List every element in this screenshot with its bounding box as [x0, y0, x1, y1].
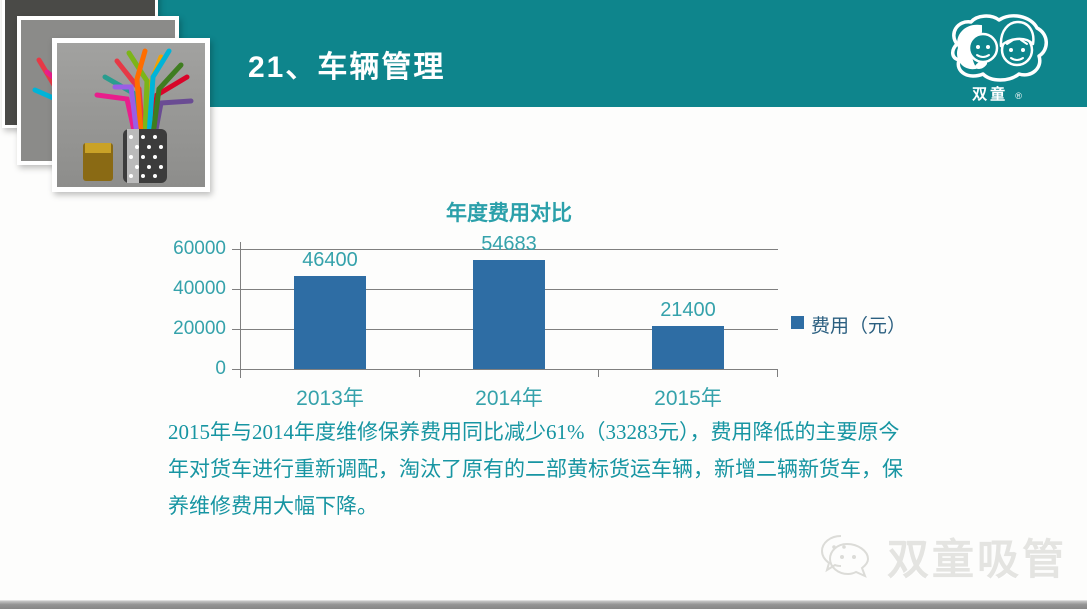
brand-name-text: 双童: [972, 86, 1009, 103]
shuangtong-logo: 双童 ®: [941, 12, 1053, 104]
bar: [294, 276, 366, 369]
paragraph-line: 2015年与2014年度维修保养费用同比减少61%（33283元），费用降低的主…: [168, 420, 900, 444]
paragraph-line: 养维修费用大幅下降。: [168, 494, 378, 518]
slide-title: 21、车辆管理: [248, 51, 446, 84]
y-tick: [232, 329, 240, 330]
x-category-label: 2014年: [475, 387, 543, 410]
summary-paragraph: 2015年与2014年度维修保养费用同比减少61%（33283元），费用降低的主…: [168, 414, 928, 525]
bottom-gray-bar: [0, 600, 1087, 609]
bar: [473, 259, 545, 369]
bar-value-label: 21400: [660, 299, 716, 322]
y-axis-label: 60000: [173, 238, 226, 259]
y-tick: [232, 369, 240, 370]
x-tick: [419, 369, 420, 377]
bar-value-label: 46400: [302, 249, 358, 272]
straws-in-cup-photo-icon: [57, 43, 205, 187]
x-tick: [598, 369, 599, 377]
wechat-bubbles-icon: [820, 535, 869, 578]
photo-stack-front: [52, 38, 210, 192]
x-category-label: 2015年: [654, 387, 722, 410]
gridline: [240, 369, 778, 370]
bar-value-label: 54683: [481, 232, 537, 255]
y-tick: [232, 289, 240, 290]
registered-mark: ®: [1015, 91, 1022, 101]
legend-label: 费用（元）: [811, 316, 907, 337]
y-axis-label: 40000: [173, 278, 226, 299]
paragraph-line: 年对货车进行重新调配，淘汰了原有的二部黄标货运车辆，新增二辆新货车，保: [168, 457, 903, 481]
x-category-label: 2013年: [296, 387, 364, 410]
chart-title: 年度费用对比: [446, 202, 572, 225]
header-band: [155, 0, 1087, 107]
brand-name: 双童 ®: [941, 83, 1053, 104]
y-axis-label: 0: [215, 358, 226, 379]
gridline: [240, 249, 778, 250]
y-axis-label: 20000: [173, 318, 226, 339]
bar: [652, 326, 724, 369]
y-axis-line: [240, 242, 241, 378]
two-children-faces-icon: [951, 14, 1048, 82]
x-tick: [777, 369, 778, 377]
y-tick: [232, 249, 240, 250]
legend-swatch: [791, 316, 804, 329]
watermark-text: 双童吸管: [886, 535, 1067, 583]
watermark: 双童吸管: [817, 528, 1067, 584]
